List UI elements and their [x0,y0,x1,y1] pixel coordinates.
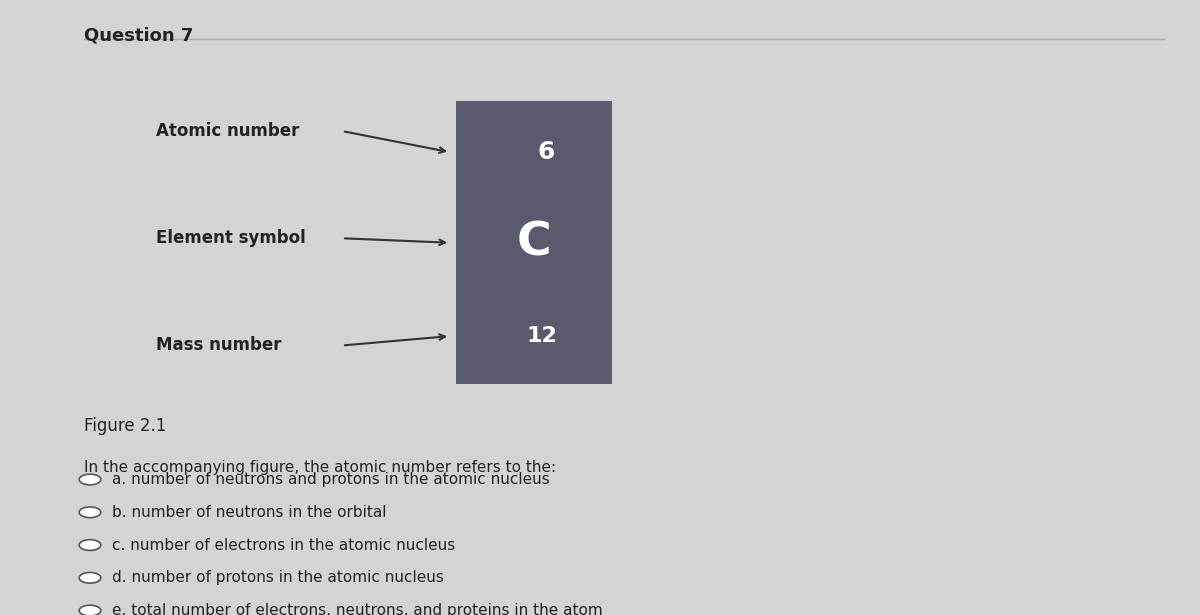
Text: In the accompanying figure, the atomic number refers to the:: In the accompanying figure, the atomic n… [84,460,556,475]
FancyBboxPatch shape [456,101,612,384]
Text: a. number of neutrons and protons in the atomic nucleus: a. number of neutrons and protons in the… [112,472,550,487]
Text: C: C [517,220,551,265]
Text: c. number of electrons in the atomic nucleus: c. number of electrons in the atomic nuc… [112,538,455,552]
Text: e. total number of electrons, neutrons, and proteins in the atom: e. total number of electrons, neutrons, … [112,603,602,615]
Text: Figure 2.1: Figure 2.1 [84,417,167,435]
Text: 12: 12 [527,326,557,346]
Text: Question 7: Question 7 [84,27,193,45]
Circle shape [79,573,101,583]
Text: d. number of protons in the atomic nucleus: d. number of protons in the atomic nucle… [112,570,444,585]
Text: Atomic number: Atomic number [156,122,299,140]
Circle shape [79,507,101,518]
Text: b. number of neutrons in the orbital: b. number of neutrons in the orbital [112,505,386,520]
Text: 6: 6 [538,140,556,164]
Circle shape [79,540,101,550]
Text: Element symbol: Element symbol [156,229,306,247]
Text: Mass number: Mass number [156,336,282,354]
Circle shape [79,605,101,615]
Circle shape [79,474,101,485]
